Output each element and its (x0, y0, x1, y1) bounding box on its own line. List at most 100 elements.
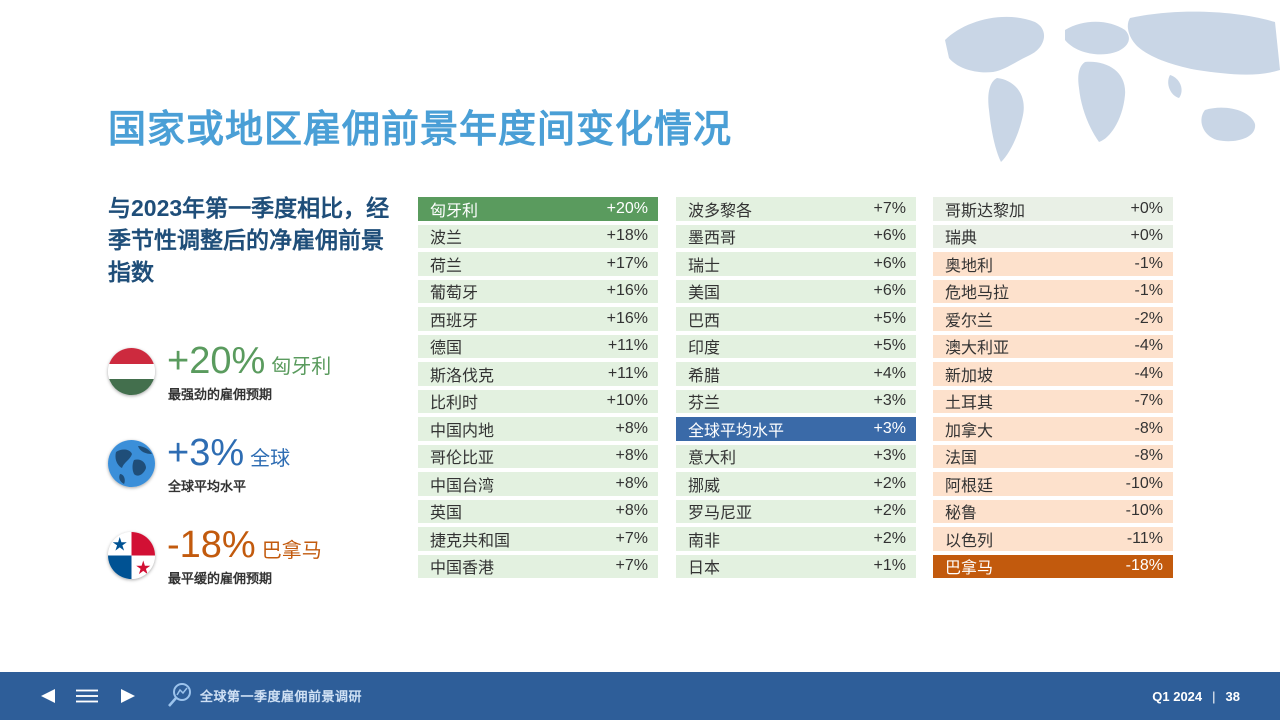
menu-button[interactable] (76, 685, 98, 707)
table-row: 中国内地 +8% (418, 417, 658, 441)
country-name: 哥伦比亚 (430, 450, 495, 468)
table-row: 阿根廷 -10% (933, 472, 1173, 496)
table-column-2: 波多黎各 +7% 墨西哥 +6% 瑞士 +6% 美国 +6% 巴西 +5% 印度 +5% 希腊 +4% 芬兰… (676, 197, 916, 582)
country-name: 瑞士 (688, 257, 721, 275)
table-row: 土耳其 -7% (933, 389, 1173, 413)
country-name: 匈牙利 (430, 202, 479, 220)
outlook-value: -2% (1134, 309, 1163, 327)
next-page-button[interactable] (117, 685, 139, 707)
arrow-right-icon (121, 689, 135, 703)
report-period: Q1 2024 (1152, 689, 1203, 704)
table-row: 斯洛伐克 +11% (418, 362, 658, 386)
previous-page-button[interactable] (37, 685, 59, 707)
country-name: 德国 (430, 340, 463, 358)
country-name: 法国 (945, 450, 978, 468)
outlook-value: -10% (1125, 502, 1163, 520)
country-name: 墨西哥 (688, 230, 737, 248)
outlook-value: +5% (873, 337, 906, 355)
outlook-value: +0% (1130, 199, 1163, 217)
country-name: 爱尔兰 (945, 312, 994, 330)
outlook-value: +7% (615, 529, 648, 547)
table-row: 以色列 -11% (933, 527, 1173, 551)
page-number: 38 (1225, 689, 1240, 704)
country-name: 罗马尼亚 (688, 505, 753, 523)
table-row: 希腊 +4% (676, 362, 916, 386)
country-name: 葡萄牙 (430, 285, 479, 303)
table-row: 中国台湾 +8% (418, 472, 658, 496)
outlook-value: +7% (615, 557, 648, 575)
table-row: 芬兰 +3% (676, 389, 916, 413)
country-name: 英国 (430, 505, 463, 523)
country-name: 西班牙 (430, 312, 479, 330)
table-row: 葡萄牙 +16% (418, 279, 658, 303)
outlook-value: -4% (1134, 364, 1163, 382)
country-name: 日本 (688, 560, 721, 578)
outlook-value: +16% (606, 309, 648, 327)
table-column-3: 哥斯达黎加 +0% 瑞典 +0% 奥地利 -1% 危地马拉 -1% 爱尔兰 -2% 澳大利亚 -4% 新… (933, 197, 1173, 582)
world-map-decoration (945, 11, 1280, 162)
country-name: 波多黎各 (688, 202, 753, 220)
callout-label: 匈牙利 (271, 356, 332, 378)
outlook-value: +2% (873, 502, 906, 520)
callout-label: 巴拿马 (261, 540, 322, 562)
country-name: 奥地利 (945, 257, 994, 275)
outlook-value: -18% (1125, 557, 1163, 575)
outlook-value: +8% (615, 419, 648, 437)
report-title: 全球第一季度雇佣前景调研 (200, 688, 363, 704)
country-name: 哥斯达黎加 (945, 202, 1026, 220)
country-name: 中国内地 (430, 422, 495, 440)
outlook-value: -10% (1125, 474, 1163, 492)
table-row: 爱尔兰 -2% (933, 307, 1173, 331)
table-row: 捷克共和国 +7% (418, 527, 658, 551)
outlook-value: +17% (606, 254, 648, 272)
country-name: 全球平均水平 (688, 422, 785, 440)
country-name: 秘鲁 (945, 505, 978, 523)
table-row: 墨西哥 +6% (676, 224, 916, 248)
outlook-value: +16% (606, 282, 648, 300)
country-name: 斯洛伐克 (430, 367, 495, 385)
outlook-value: -7% (1134, 392, 1163, 410)
callout-value: +3% (167, 432, 245, 474)
country-name: 波兰 (430, 230, 463, 248)
outlook-value: -1% (1134, 282, 1163, 300)
table-row: 波多黎各 +7% (676, 197, 916, 221)
country-name: 中国香港 (430, 560, 495, 578)
panama-flag-icon (108, 532, 155, 579)
outlook-value: +20% (606, 199, 648, 217)
table-row: 南非 +2% (676, 527, 916, 551)
outlook-value: +8% (615, 474, 648, 492)
table-row: 澳大利亚 -4% (933, 334, 1173, 358)
footer-bar: 全球第一季度雇佣前景调研 Q1 2024 | 38 (0, 672, 1280, 720)
outlook-value: +10% (606, 392, 648, 410)
country-name: 印度 (688, 340, 721, 358)
magnifier-chart-icon (168, 683, 191, 707)
country-name: 瑞典 (945, 230, 978, 248)
table-row: 加拿大 -8% (933, 417, 1173, 441)
country-name: 巴拿马 (945, 560, 994, 578)
outlook-value: +5% (873, 309, 906, 327)
table-row: 匈牙利 +20% (418, 197, 658, 221)
page-info: Q1 2024 | 38 (1152, 689, 1240, 704)
country-name: 土耳其 (945, 395, 994, 413)
outlook-value: +3% (873, 392, 906, 410)
callout-global: +3% 全球 全球平均水平 (108, 432, 408, 500)
callout-weakest: -18% 巴拿马 最平缓的雇佣预期 (108, 524, 408, 592)
country-name: 荷兰 (430, 257, 463, 275)
report-brand: 全球第一季度雇佣前景调研 (166, 680, 362, 710)
table-row: 印度 +5% (676, 334, 916, 358)
country-name: 意大利 (688, 450, 737, 468)
table-column-1: 匈牙利 +20% 波兰 +18% 荷兰 +17% 葡萄牙 +16% 西班牙 +16% 德国 +11% 斯… (418, 197, 658, 582)
country-name: 阿根廷 (945, 477, 994, 495)
table-row: 巴拿马 -18% (933, 554, 1173, 578)
outlook-value: -4% (1134, 337, 1163, 355)
country-name: 希腊 (688, 367, 721, 385)
table-row: 日本 +1% (676, 554, 916, 578)
table-row: 荷兰 +17% (418, 252, 658, 276)
table-row: 法国 -8% (933, 444, 1173, 468)
table-row: 挪威 +2% (676, 472, 916, 496)
table-row: 英国 +8% (418, 499, 658, 523)
outlook-value: +2% (873, 529, 906, 547)
outlook-value: +18% (606, 227, 648, 245)
table-row: 罗马尼亚 +2% (676, 499, 916, 523)
outlook-value: +8% (615, 502, 648, 520)
